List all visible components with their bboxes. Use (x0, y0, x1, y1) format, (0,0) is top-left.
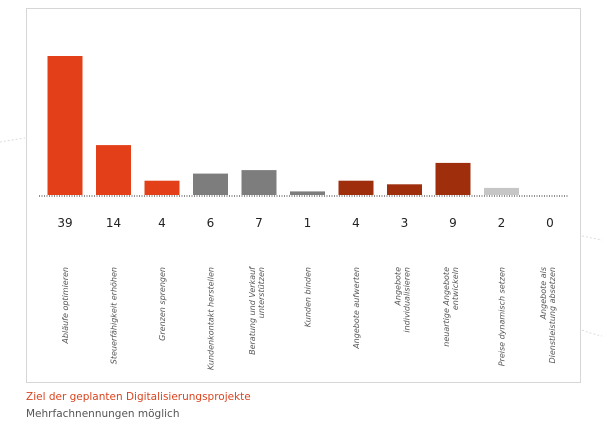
category-label-line: Steuerfähigkeit erhöhen (110, 267, 119, 364)
value-label-4: 6 (207, 216, 215, 230)
category-label-line: Preise dynamisch setzen (498, 267, 507, 366)
category-label-line: Abläufe optimieren (61, 267, 70, 345)
category-label-2: Steuerfähigkeit erhöhen (110, 267, 119, 364)
bar-9 (435, 162, 471, 195)
bar-10 (484, 187, 519, 195)
chart-caption-title: Ziel der geplanten Digitalisierungsproje… (26, 391, 251, 403)
category-label-11: Angebote alsDienstleistung absetzen (539, 267, 557, 364)
category-label-8: Angeboteindividualisieren (394, 267, 412, 333)
category-label-line: unterstützen (257, 267, 266, 318)
category-label-5: Beratung und Verkaufunterstützen (248, 266, 266, 355)
category-label-1: Abläufe optimieren (61, 267, 70, 345)
value-label-7: 4 (352, 216, 360, 230)
category-label-line: neuartige Angebote (442, 267, 451, 347)
value-label-9: 9 (449, 216, 457, 230)
category-label-line: individualisieren (403, 267, 412, 333)
category-label-7: Angebote aufwerten (352, 267, 361, 350)
category-label-9: neuartige Angeboteentwickeln (442, 267, 460, 347)
category-label-4: Kundenkontakt herstellen (207, 267, 216, 370)
bar-7 (338, 180, 374, 195)
bar-5 (241, 170, 277, 195)
value-label-2: 14 (106, 216, 121, 230)
category-label-line: entwickeln (451, 267, 460, 310)
bar-4 (193, 173, 228, 195)
category-label-line: Kundenkontakt herstellen (207, 267, 216, 370)
category-label-line: Angebote aufwerten (352, 267, 361, 350)
category-label-line: Angebote als (539, 267, 548, 320)
category-label-line: Beratung und Verkauf (248, 266, 257, 355)
category-label-3: Grenzen sprengen (158, 267, 167, 341)
value-label-11: 0 (546, 216, 554, 230)
bar-1 (47, 56, 83, 195)
chart-caption-subtitle: Mehrfachnennungen möglich (26, 408, 180, 420)
category-label-line: Grenzen sprengen (158, 267, 167, 341)
bar-2 (96, 145, 131, 195)
value-label-8: 3 (401, 216, 409, 230)
category-label-line: Kunden binden (304, 267, 313, 327)
value-label-5: 7 (255, 216, 263, 230)
value-label-6: 1 (304, 216, 312, 230)
bar-3 (144, 180, 180, 195)
category-label-10: Preise dynamisch setzen (498, 267, 507, 366)
category-label-line: Angebote (394, 267, 403, 307)
chart-frame: 39 Abläufe optimieren 14 Steuerfähigkeit er… (26, 8, 581, 383)
value-label-10: 2 (498, 216, 506, 230)
category-label-line: Dienstleistung absetzen (548, 267, 557, 364)
value-label-1: 39 (57, 216, 72, 230)
bar-8 (387, 184, 422, 195)
bar-6 (290, 191, 325, 195)
category-label-6: Kunden binden (304, 267, 313, 327)
value-label-3: 4 (158, 216, 166, 230)
